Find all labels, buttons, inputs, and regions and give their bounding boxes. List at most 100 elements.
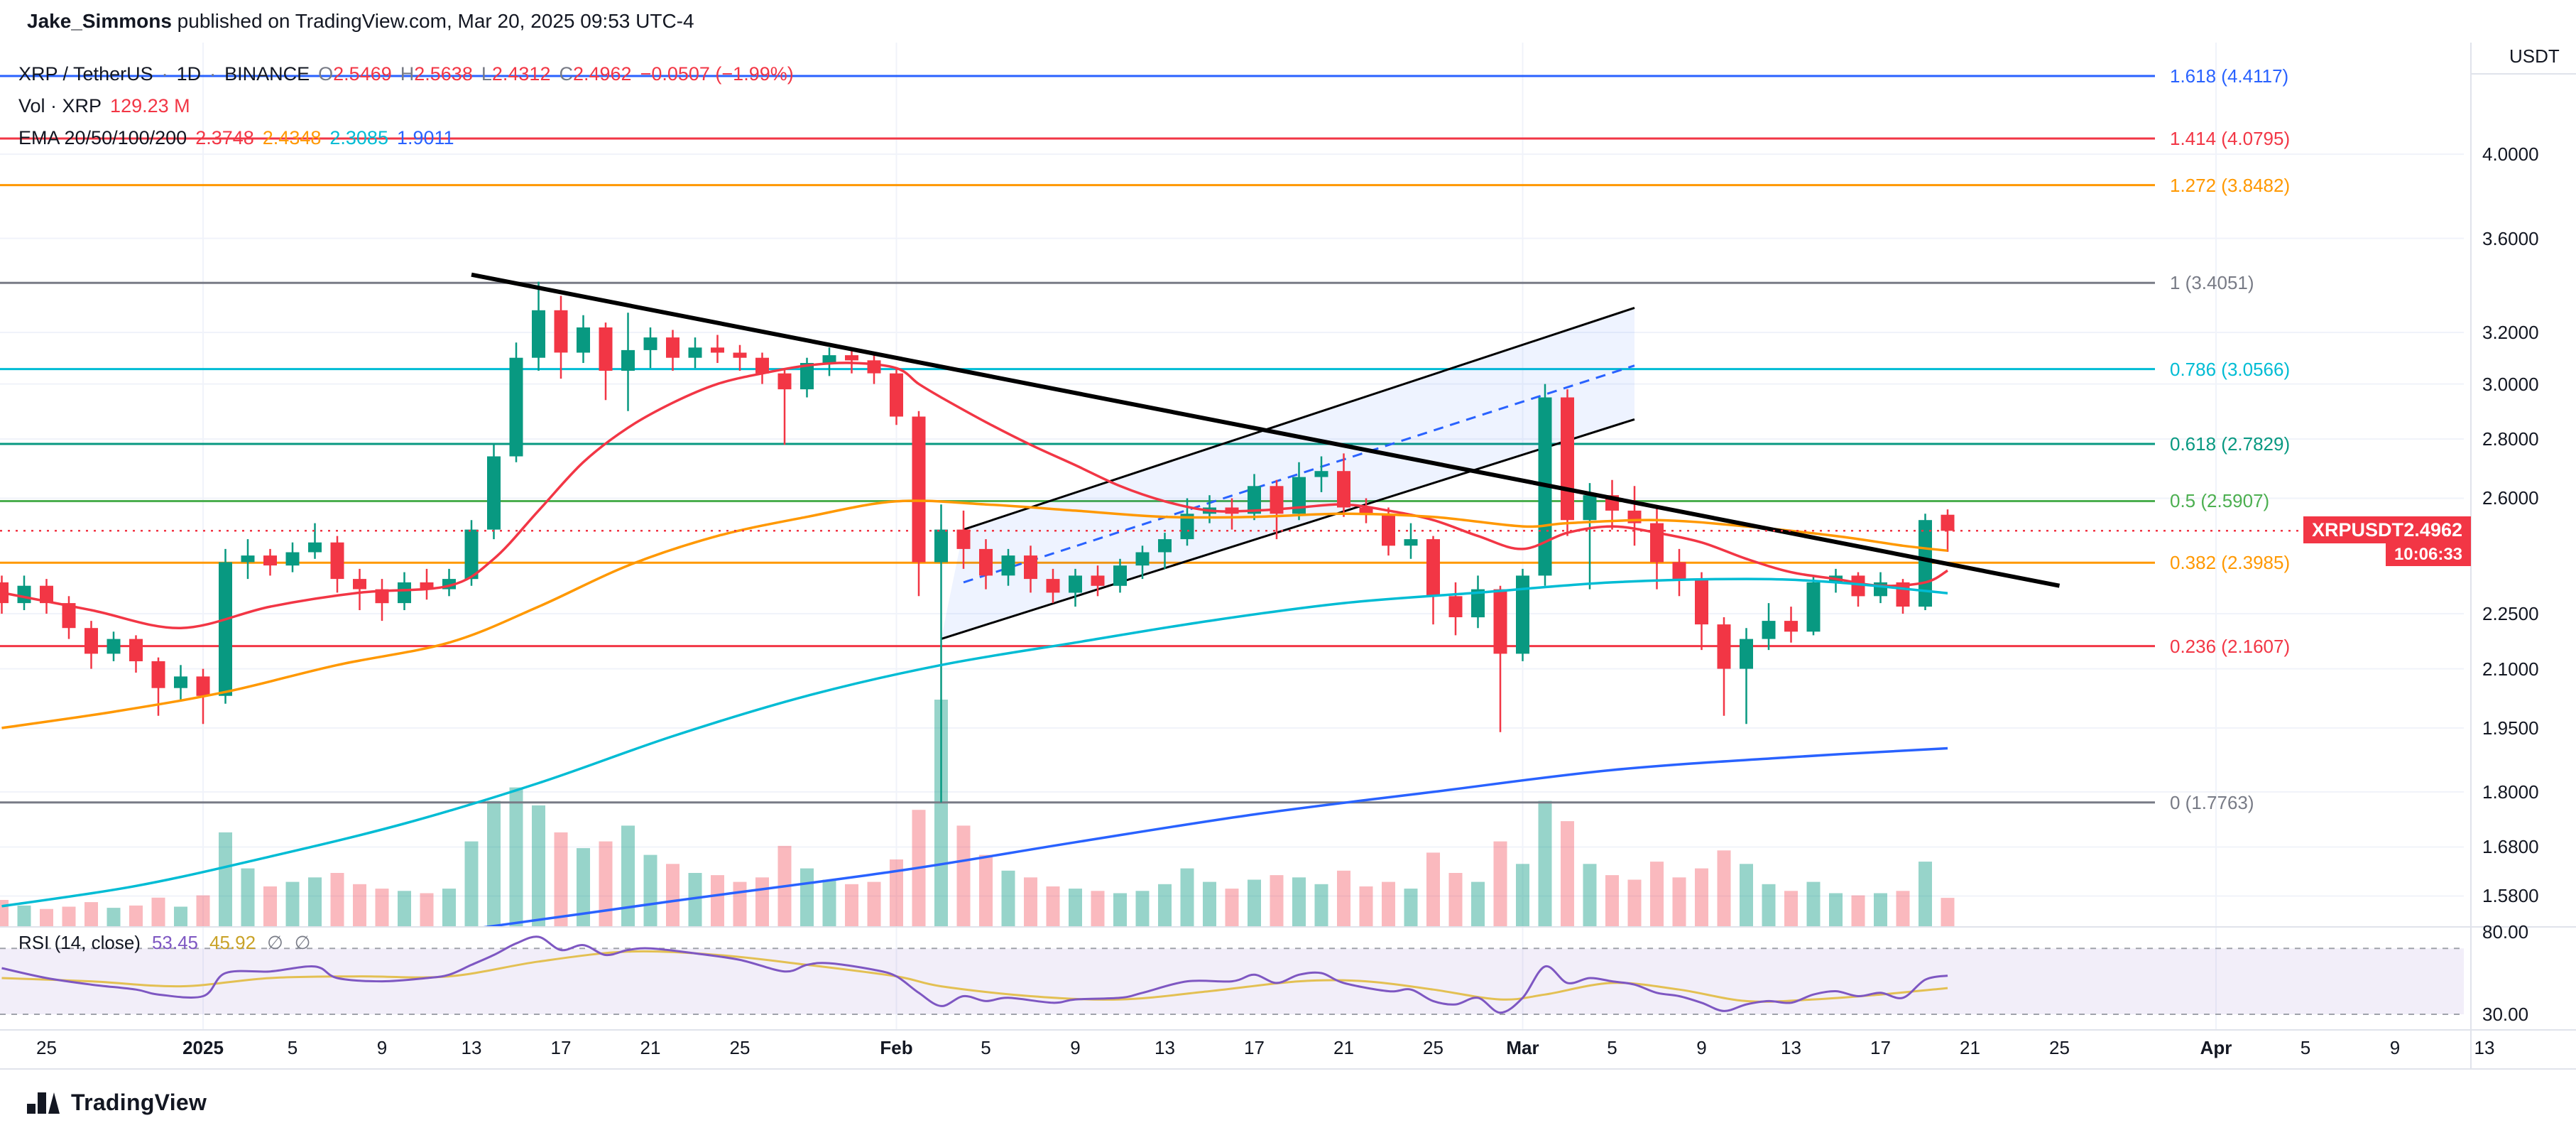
volume-bar bbox=[845, 884, 858, 927]
volume-bar bbox=[1941, 898, 1955, 927]
volume-bar bbox=[688, 873, 702, 927]
volume-bar bbox=[979, 854, 993, 927]
volume-bar bbox=[1672, 877, 1686, 927]
publish-info: Jake_Simmons published on TradingView.co… bbox=[27, 10, 694, 33]
volume-bar bbox=[62, 906, 76, 927]
time-axis-tick: 25 bbox=[1423, 1037, 1443, 1058]
fib-level-label: 0.382 (2.3985) bbox=[2170, 552, 2291, 574]
candle-body bbox=[1426, 539, 1440, 597]
volume-bar bbox=[1806, 881, 1821, 927]
candle-body bbox=[1740, 639, 1753, 669]
candle-body bbox=[263, 555, 277, 566]
volume-bar bbox=[755, 877, 769, 927]
wedge-lower-line bbox=[941, 418, 1635, 640]
volume-bar bbox=[464, 841, 479, 927]
time-axis-tick: 5 bbox=[287, 1037, 298, 1058]
symbol-name[interactable]: XRP / TetherUS bbox=[18, 63, 153, 85]
publish-meta: published on TradingView.com, Mar 20, 20… bbox=[171, 10, 694, 32]
candle-body bbox=[40, 585, 53, 604]
candle-body bbox=[733, 352, 747, 358]
time-axis-tick: 13 bbox=[1155, 1037, 1175, 1058]
volume-label: Vol · XRP bbox=[18, 95, 102, 116]
volume-bar bbox=[1650, 862, 1664, 927]
fib-retracement[interactable] bbox=[0, 75, 2155, 804]
volume-bar bbox=[1561, 821, 1574, 927]
candle-body bbox=[1695, 579, 1708, 625]
candle-body bbox=[845, 355, 858, 361]
interval-label[interactable]: 1D bbox=[176, 63, 202, 85]
candle-body bbox=[688, 347, 702, 358]
rsi-scale-label: 30.00 bbox=[2482, 1004, 2529, 1025]
tradingview-logo-icon bbox=[27, 1092, 60, 1114]
candle-body bbox=[1001, 555, 1015, 576]
fib-level-label: 0 (1.7763) bbox=[2170, 791, 2254, 813]
candle-body bbox=[1561, 397, 1574, 521]
candle-body bbox=[867, 360, 881, 374]
descending-trendline[interactable] bbox=[471, 272, 2061, 588]
ema-50-line bbox=[1, 499, 1948, 729]
volume-bar bbox=[1158, 884, 1172, 927]
volume-bar bbox=[733, 881, 747, 927]
candle-body bbox=[1158, 539, 1172, 553]
volume-bar bbox=[107, 908, 121, 927]
candle-body bbox=[1762, 621, 1776, 639]
volume-bar bbox=[487, 800, 501, 927]
fib-level-label: 1.272 (3.8482) bbox=[2170, 174, 2291, 196]
legend-separator: · bbox=[209, 63, 217, 85]
volume-bar bbox=[711, 875, 724, 927]
wedge-upper-line bbox=[963, 306, 1635, 531]
ohlc-low: L 2.4312 bbox=[481, 63, 551, 85]
volume-bar bbox=[1829, 893, 1843, 927]
candle-body bbox=[420, 582, 434, 590]
rsi-label: RSI (14, close) bbox=[18, 932, 141, 953]
badge-countdown: 10:06:33 bbox=[2394, 545, 2463, 564]
wedge-median-line bbox=[963, 364, 1635, 584]
candle-body bbox=[912, 416, 926, 563]
candle-body bbox=[1091, 575, 1105, 586]
volume-bar bbox=[1337, 870, 1350, 927]
rising-wedge-drawing[interactable] bbox=[941, 306, 1635, 640]
time-axis-tick: 9 bbox=[376, 1037, 388, 1058]
tradingview-footer-link[interactable]: TradingView bbox=[27, 1088, 207, 1117]
volume-bar bbox=[956, 825, 971, 927]
time-axis-tick: Apr bbox=[2200, 1037, 2232, 1058]
badge-symbol: XRPUSDT bbox=[2312, 519, 2404, 541]
volume-bar bbox=[1248, 879, 1261, 927]
volume-bar bbox=[40, 908, 53, 927]
ema50-value: 2.4348 bbox=[262, 127, 322, 148]
candle-body bbox=[129, 639, 143, 661]
time-axis-tick: 25 bbox=[2049, 1037, 2070, 1058]
price-scale-label: 1.5800 bbox=[2482, 885, 2539, 907]
time-axis-tick: 25 bbox=[36, 1037, 57, 1058]
candle-body bbox=[979, 548, 993, 576]
ohlc-high: H 2.5638 bbox=[400, 63, 473, 85]
volume-bar bbox=[1135, 891, 1150, 927]
ema-row: EMA 20/50/100/200 2.3748 2.4348 2.3085 1… bbox=[18, 122, 794, 154]
candle-body bbox=[577, 327, 590, 353]
time-axis-tick: 9 bbox=[1070, 1037, 1081, 1058]
price-scale-label: 1.9500 bbox=[2482, 717, 2539, 739]
time-axis-tick: 13 bbox=[461, 1037, 482, 1058]
fib-level-label: 1 (3.4051) bbox=[2170, 272, 2254, 294]
volume-bar bbox=[330, 873, 344, 927]
time-axis-tick: 2025 bbox=[182, 1037, 224, 1058]
candle-body bbox=[1516, 575, 1529, 654]
price-scale-label: 2.8000 bbox=[2482, 428, 2539, 450]
candle-body bbox=[353, 579, 366, 590]
fib-level-label: 1.618 (4.4117) bbox=[2170, 65, 2289, 87]
candle-body bbox=[219, 562, 232, 696]
volume-bar bbox=[129, 905, 143, 927]
candle-body bbox=[621, 349, 635, 371]
fib-level-label: 0.618 (2.7829) bbox=[2170, 433, 2291, 455]
candle-body bbox=[1672, 562, 1686, 580]
volume-bar bbox=[934, 700, 948, 927]
bar-countdown-badge: 10:06:33 bbox=[2386, 543, 2471, 566]
fib-level-label: 0.5 (2.5907) bbox=[2170, 490, 2270, 512]
candle-body bbox=[1292, 477, 1306, 514]
rsi-pane-plot bbox=[0, 935, 2464, 1015]
candle-body bbox=[285, 552, 300, 566]
time-axis-tick: 9 bbox=[2389, 1037, 2401, 1058]
